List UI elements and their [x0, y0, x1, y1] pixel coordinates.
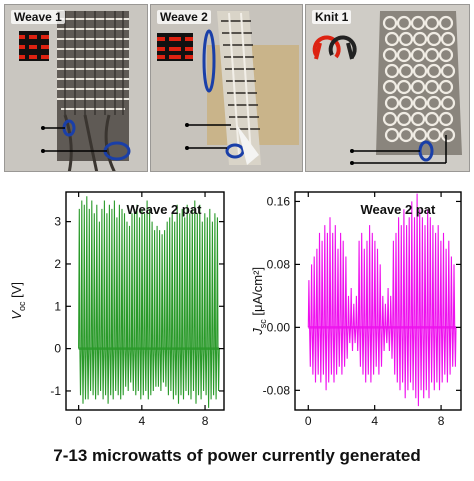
y-tick-label: 0: [54, 342, 61, 356]
plot-frame: [294, 191, 462, 411]
weave-2-label: Weave 2: [157, 10, 211, 24]
x-tick-label: 8: [438, 414, 445, 428]
series-line: [307, 193, 457, 407]
series-line: [78, 196, 220, 408]
y-tick-label: 3: [54, 215, 61, 229]
x-tick-label: 0: [305, 414, 312, 428]
weave-1-label: Weave 1: [11, 10, 65, 24]
x-tick-label: 0: [75, 414, 82, 428]
figure-caption: 7-13 microwatts of power currently gener…: [53, 446, 421, 465]
x-tick-label: 4: [138, 414, 145, 428]
knit-1-illustration: [306, 5, 469, 171]
y-tick-label: 0.00: [267, 320, 291, 334]
y-tick-label: -0.08: [263, 383, 291, 397]
knit-1-pattern-icon: [312, 35, 357, 60]
weave-2-pattern-icon: [157, 33, 193, 61]
knit-1-label: Knit 1: [312, 10, 352, 24]
voc-chart-svg: 0 4 8 -1 0 1 2 3 Weave 2 pat: [50, 191, 225, 428]
chart-annotation: Weave 2 pat: [126, 202, 202, 217]
plot-frame: [65, 191, 225, 411]
weave-1-photo: Weave 1: [4, 4, 148, 172]
x-tick-label: 8: [202, 414, 209, 428]
chart-annotation: Weave 2 pat: [360, 202, 436, 217]
weave-1-illustration: [5, 5, 147, 171]
weave-2-photo: Weave 2: [150, 4, 303, 172]
jsc-chart: 0 4 8 -0.08 0.00 0.08 0.16 Weave 2 pat Jsc [μA/…: [237, 180, 474, 438]
knit-1-photo: Knit 1: [305, 4, 470, 172]
y-tick-label: -1: [50, 384, 61, 398]
y-tick-label: 2: [54, 257, 61, 271]
x-tick-label: 4: [371, 414, 378, 428]
y-tick-label: 0.16: [267, 194, 291, 208]
y-tick-label: 0.08: [267, 257, 291, 271]
jsc-ylabel: Jsc [μA/cm²]: [250, 266, 268, 335]
weave-2-illustration: [151, 5, 302, 171]
weave-1-pattern-icon: [19, 31, 49, 61]
voc-ylabel: Voc [V]: [9, 281, 27, 320]
jsc-chart-svg: 0 4 8 -0.08 0.00 0.08 0.16 Weave 2 pat: [263, 191, 462, 428]
y-tick-label: 1: [54, 299, 61, 313]
voc-chart: 0 4 8 -1 0 1 2 3 Weave 2 pat Voc [V]: [0, 180, 237, 438]
